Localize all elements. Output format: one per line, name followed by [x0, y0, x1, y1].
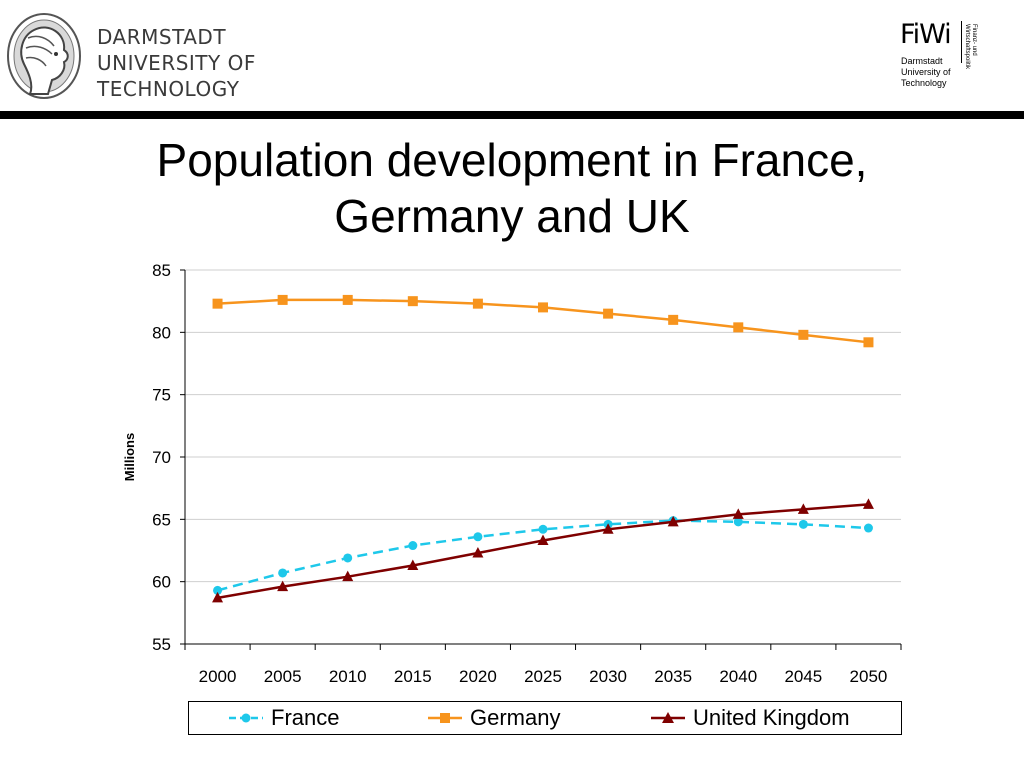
data-point-united-kingdom-2015 — [407, 559, 419, 570]
y-tick-label: 60 — [152, 573, 171, 592]
data-point-germany-2005 — [277, 294, 288, 305]
series-line-united-kingdom — [217, 503, 869, 600]
legend-item-germany: Germany — [426, 702, 560, 734]
data-point-france-2040 — [733, 517, 743, 527]
x-tick-label-2035: 2035 — [654, 667, 692, 686]
data-point-united-kingdom-2045 — [797, 503, 809, 514]
university-name: DARMSTADT UNIVERSITY OF TECHNOLOGY — [97, 24, 256, 102]
data-point-united-kingdom-2025 — [537, 534, 549, 546]
legend-label-france: France — [271, 705, 340, 730]
series-united-kingdom — [212, 498, 874, 603]
y-axis-label: Millions — [122, 433, 137, 481]
x-tick-label-2015: 2015 — [394, 667, 432, 686]
x-tick-label-2020: 2020 — [459, 667, 497, 686]
data-point-germany-2045 — [798, 329, 809, 340]
data-point-germany-2015 — [407, 296, 418, 307]
fiwi-vertical-text: Finanz- und Wirtschaftspolitik — [963, 24, 977, 69]
legend-swatch-united-kingdom — [651, 712, 685, 723]
data-point-united-kingdom-2050 — [862, 498, 874, 509]
x-tick-label-2040: 2040 — [719, 667, 757, 686]
x-tick-label-2045: 2045 — [784, 667, 822, 686]
series-line-france — [217, 519, 869, 592]
university-name-line-1: DARMSTADT — [97, 25, 227, 49]
fiwi-vertical-line-1: Finanz- und — [971, 24, 977, 56]
data-point-united-kingdom-2005 — [277, 580, 289, 592]
legend-label-germany: Germany — [470, 705, 561, 730]
university-name-line-3: TECHNOLOGY — [97, 77, 240, 101]
data-point-france-2020 — [473, 532, 483, 542]
fiwi-logo: FiWi Finanz- und Wirtschaftspolitik Darm… — [900, 18, 1010, 98]
x-tick-labels: 2000 2005 2010 2015 2020 2025 2030 2035 2040 2045… — [199, 667, 888, 686]
data-point-france-2050 — [863, 523, 873, 533]
data-point-germany-2010 — [342, 294, 353, 305]
data-point-france-2005 — [278, 568, 288, 578]
y-tick-label: 80 — [152, 323, 171, 342]
series-germany — [212, 294, 874, 348]
legend-swatch-germany — [428, 713, 462, 723]
fiwi-subtitle-line-1: Darmstadt — [901, 56, 943, 66]
legend-swatch-france — [229, 713, 263, 723]
athena-seal-logo — [7, 13, 81, 99]
legend-label-united-kingdom: United Kingdom — [693, 705, 850, 730]
x-tick-label-2025: 2025 — [524, 667, 562, 686]
data-point-germany-2000 — [212, 298, 223, 309]
data-point-united-kingdom-2030 — [602, 523, 614, 534]
data-point-france-2000 — [213, 585, 223, 595]
data-point-germany-2030 — [603, 308, 614, 319]
y-tick-label: 75 — [152, 386, 171, 405]
fiwi-title: FiWi — [900, 19, 952, 50]
gridlines — [185, 269, 901, 583]
data-series — [212, 294, 874, 603]
legend-item-united-kingdom: United Kingdom — [649, 702, 850, 734]
y-tick-label: 70 — [152, 448, 171, 467]
data-point-france-2015 — [408, 541, 418, 551]
fiwi-vertical-line-2: Wirtschaftspolitik — [964, 24, 970, 70]
fiwi-subtitle-line-3: Technology — [901, 78, 947, 88]
slide-title: Population development in France, German… — [30, 132, 994, 244]
data-point-united-kingdom-2010 — [342, 570, 354, 582]
y-tick-label: 65 — [152, 510, 171, 529]
fiwi-divider — [961, 21, 962, 63]
x-tick-label-2005: 2005 — [264, 667, 302, 686]
data-point-germany-2035 — [668, 314, 679, 325]
legend-item-france: France — [227, 702, 339, 734]
fiwi-subtitle-line-2: University of — [901, 67, 951, 77]
university-name-line-2: UNIVERSITY OF — [97, 51, 256, 75]
axes — [180, 269, 902, 650]
header-divider-bar — [0, 111, 1024, 119]
y-tick-label: 85 — [152, 261, 171, 280]
x-tick-label-2050: 2050 — [850, 667, 888, 686]
data-point-united-kingdom-2000 — [212, 591, 224, 603]
x-tick-label-2010: 2010 — [329, 667, 367, 686]
chart-legend: France Germany United Kingdom — [188, 701, 902, 735]
data-point-germany-2020 — [472, 298, 483, 309]
y-tick-label: 55 — [152, 635, 171, 654]
y-tick-labels: 55 60 65 70 75 80 85 — [152, 261, 171, 654]
data-point-germany-2040 — [733, 322, 744, 333]
data-point-united-kingdom-2040 — [732, 508, 744, 519]
data-point-united-kingdom-2020 — [472, 546, 484, 558]
slide-title-line-1: Population development in France, — [156, 134, 868, 186]
data-point-france-2045 — [798, 519, 808, 529]
series-france — [213, 516, 873, 595]
fiwi-subtitle: Darmstadt University of Technology — [901, 56, 951, 89]
data-point-france-2025 — [538, 524, 548, 534]
data-point-france-2010 — [343, 553, 353, 563]
data-point-united-kingdom-2035 — [667, 515, 679, 527]
data-point-germany-2025 — [538, 302, 548, 313]
x-tick-label-2000: 2000 — [199, 667, 237, 686]
data-point-germany-2050 — [863, 337, 874, 348]
x-tick-label-2030: 2030 — [589, 667, 627, 686]
slide-title-line-2: Germany and UK — [334, 190, 690, 242]
